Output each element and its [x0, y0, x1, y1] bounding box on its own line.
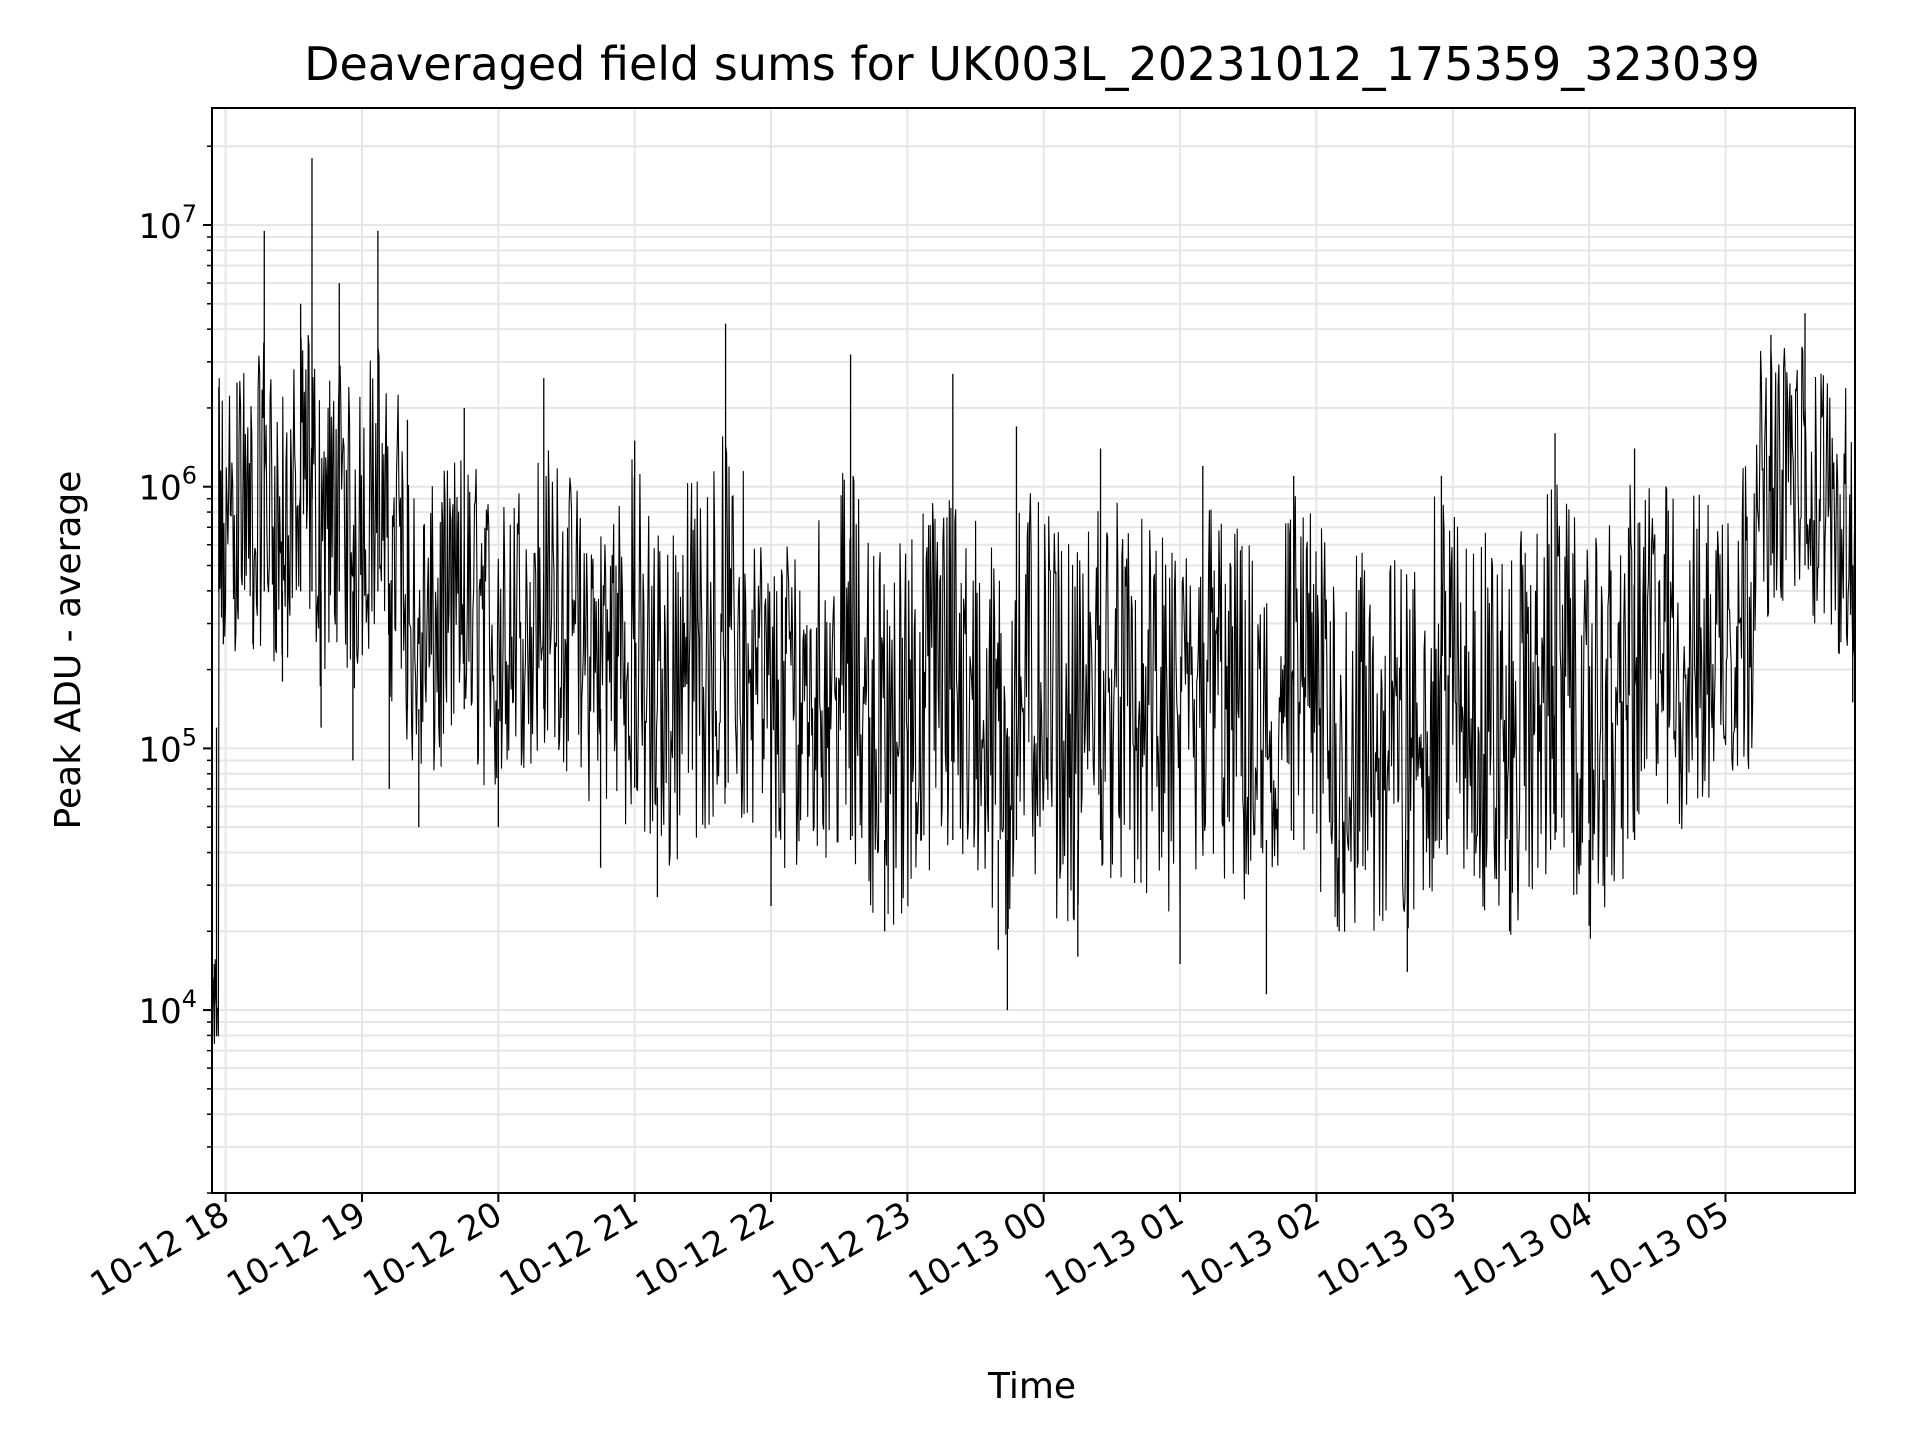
y-tick-label: 107: [138, 200, 197, 247]
x-axis-label: Time: [987, 1366, 1076, 1407]
series-trace: [211, 335, 1855, 1046]
y-tick-label: 105: [138, 723, 197, 770]
y-axis-label: Peak ADU - average: [48, 471, 89, 830]
plot-frame: [211, 107, 1856, 1194]
y-tick-label: 104: [138, 985, 197, 1032]
y-tick-label: 106: [138, 462, 197, 509]
data-series: [211, 158, 1855, 1147]
chart-title: Deaveraged field sums for UK003L_2023101…: [304, 37, 1760, 91]
